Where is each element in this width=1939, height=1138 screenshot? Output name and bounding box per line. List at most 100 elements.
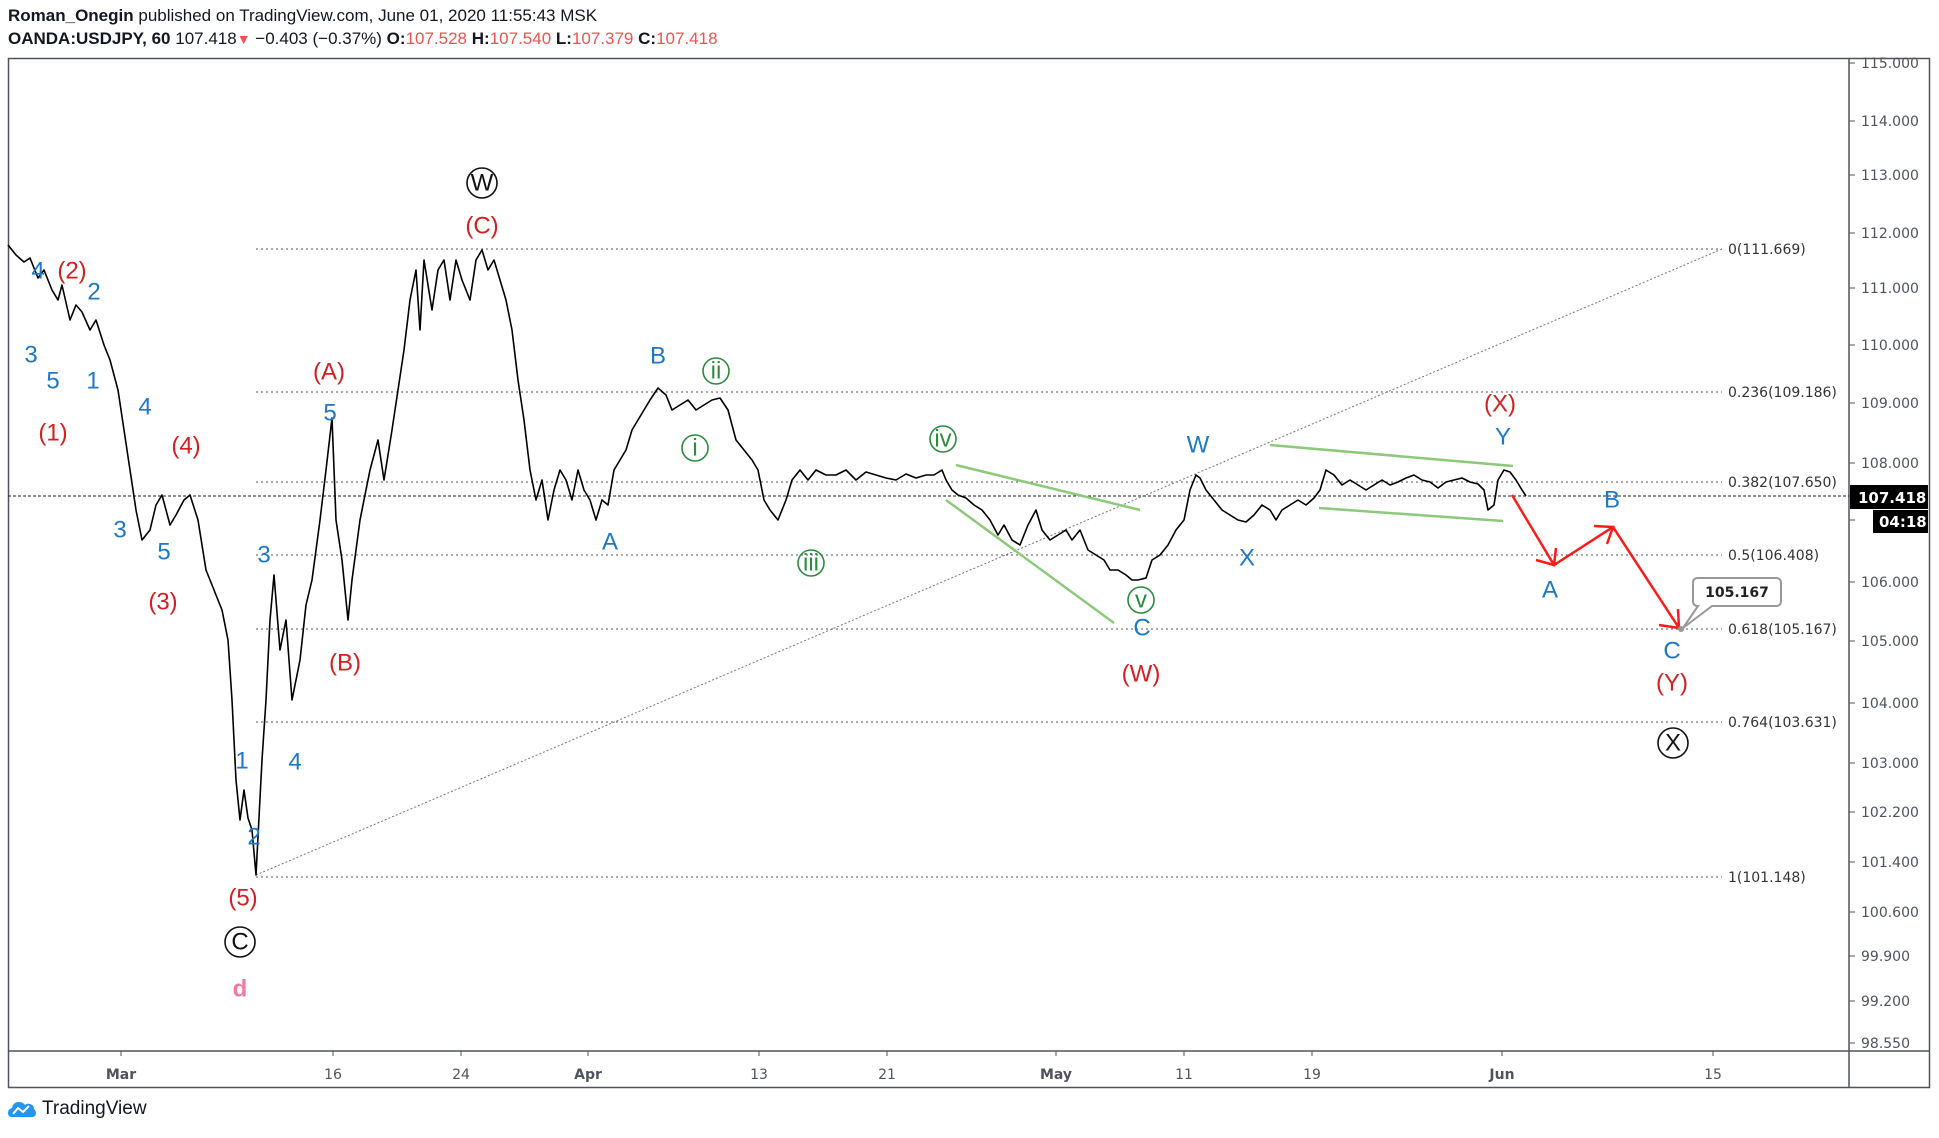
wave-label: 2 <box>87 278 100 305</box>
time-tick: 11 <box>1175 1067 1193 1083</box>
wave-label: (B) <box>329 649 361 676</box>
price-axis[interactable]: 115.000 114.000 113.000 112.000 111.000 … <box>1849 56 1919 1052</box>
wave-label: (X) <box>1484 390 1516 417</box>
wave-label: iii <box>803 549 819 576</box>
price-tick: 99.900 <box>1861 949 1910 965</box>
fib-level-label: 0.236(109.186) <box>1728 385 1837 401</box>
projection-arrows <box>1510 494 1681 630</box>
price-series <box>7 244 1527 876</box>
chart-frame <box>7 57 1931 1089</box>
price-tick: 115.000 <box>1861 56 1919 72</box>
fib-level-label: 0.618(105.167) <box>1728 622 1837 638</box>
wave-label: (3) <box>148 588 177 615</box>
footer-brand[interactable]: TradingView <box>8 1098 147 1120</box>
brand-name: TradingView <box>42 1098 147 1119</box>
circled-wave-markers <box>224 167 1689 958</box>
price-tick: 103.000 <box>1861 756 1919 772</box>
wave-label: 5 <box>157 538 170 565</box>
wave-label: (Y) <box>1656 669 1688 696</box>
fib-level-label: 0.764(103.631) <box>1728 715 1837 731</box>
time-tick: 16 <box>324 1067 342 1083</box>
wave-label: 4 <box>31 257 44 284</box>
time-axis[interactable]: Mar 16 24 Apr 13 21 May 11 19 Jun 15 <box>106 1051 1722 1083</box>
wave-label: C <box>1133 614 1150 641</box>
price-tick: 106.000 <box>1861 575 1919 591</box>
time-tick: Jun <box>1488 1067 1514 1083</box>
last-price-value: 107.418 <box>1858 489 1926 507</box>
price-tick: 112.000 <box>1861 226 1919 242</box>
price-tick: 113.000 <box>1861 168 1919 184</box>
close-label: C: <box>638 29 657 48</box>
wave-label: C <box>1663 637 1680 664</box>
wave-label: ii <box>711 357 722 384</box>
high-label: H: <box>471 29 490 48</box>
fib-level-label: 1(101.148) <box>1728 870 1806 886</box>
wave-label: A <box>1542 576 1558 603</box>
wave-label: Y <box>1495 423 1511 450</box>
wave-label: (5) <box>228 884 257 911</box>
last-price: 107.418 <box>175 29 237 48</box>
price-callout[interactable]: 105.167 <box>1678 577 1782 632</box>
low-value: 107.379 <box>571 29 634 48</box>
wave-label: 5 <box>46 367 59 394</box>
callout-value: 105.167 <box>1705 585 1769 601</box>
open-label: O: <box>386 29 406 48</box>
wave-label: v <box>1135 586 1147 613</box>
wave-label: 3 <box>113 516 126 543</box>
wave-labels: 4 (2) 2 3 5 1 (1) 4 (4) 3 5 (3) 3 1 2 4 … <box>24 169 1688 1002</box>
wave-label: (1) <box>38 419 67 446</box>
publish-info: Roman_Onegin published on TradingView.co… <box>8 6 597 26</box>
wave-label: 3 <box>257 541 270 568</box>
published-text: published on TradingView.com, June 01, 2… <box>138 6 598 25</box>
fib-retracement[interactable] <box>255 248 1723 878</box>
wave-label: (C) <box>465 212 498 239</box>
wave-label: X <box>1239 544 1255 571</box>
author-name[interactable]: Roman_Onegin <box>8 6 134 25</box>
channel-lines <box>945 443 1514 625</box>
time-tick: Mar <box>106 1067 136 1083</box>
price-tick: 100.600 <box>1861 905 1919 921</box>
wave-label: C <box>231 928 248 955</box>
wave-label: (A) <box>313 358 345 385</box>
wave-label: A <box>602 528 618 555</box>
time-tick: 15 <box>1704 1067 1722 1083</box>
tradingview-logo-icon <box>8 1102 36 1117</box>
fib-level-label: 0.382(107.650) <box>1728 475 1837 491</box>
wave-label: B <box>1604 486 1620 513</box>
time-tick: 19 <box>1303 1067 1321 1083</box>
price-tick: 105.000 <box>1861 634 1919 650</box>
price-tick: 99.200 <box>1861 994 1910 1010</box>
price-tick: 98.550 <box>1861 1036 1910 1052</box>
price-tick: 114.000 <box>1861 114 1919 130</box>
wave-label: 1 <box>235 747 248 774</box>
time-tick: Apr <box>574 1067 602 1083</box>
wave-label: 4 <box>138 393 151 420</box>
high-value: 107.540 <box>489 29 552 48</box>
wave-label: X <box>1665 729 1681 756</box>
fib-level-label: 0.5(106.408) <box>1728 548 1819 564</box>
fib-labels: 0(111.669) 0.236(109.186) 0.382(107.650)… <box>1728 242 1837 886</box>
wave-label: (4) <box>171 432 200 459</box>
wave-label: iv <box>934 425 951 452</box>
wave-label: 4 <box>288 748 301 775</box>
low-label: L: <box>555 29 572 48</box>
wave-label: d <box>233 975 248 1002</box>
price-tick: 109.000 <box>1861 396 1919 412</box>
down-arrow-icon: ▼ <box>236 31 251 47</box>
wave-label: 1 <box>86 367 99 394</box>
wave-label: (2) <box>57 257 86 284</box>
symbol-legend: OANDA:USDJPY, 60 107.418▼ −0.403 (−0.37%… <box>8 29 718 49</box>
price-tick: 110.000 <box>1861 338 1919 354</box>
wave-label: 2 <box>247 823 260 850</box>
wave-label: W <box>1187 431 1210 458</box>
fib-level-label: 0(111.669) <box>1728 242 1806 258</box>
time-tick: 21 <box>878 1067 896 1083</box>
wave-label: 5 <box>323 399 336 426</box>
time-tick: May <box>1040 1067 1072 1083</box>
last-price-tag: 107.418 04:18 <box>1850 485 1928 533</box>
price-tick: 101.400 <box>1861 855 1919 871</box>
time-tick: 24 <box>452 1067 470 1083</box>
time-tick: 13 <box>750 1067 768 1083</box>
symbol-label[interactable]: OANDA:USDJPY, 60 <box>8 29 171 48</box>
